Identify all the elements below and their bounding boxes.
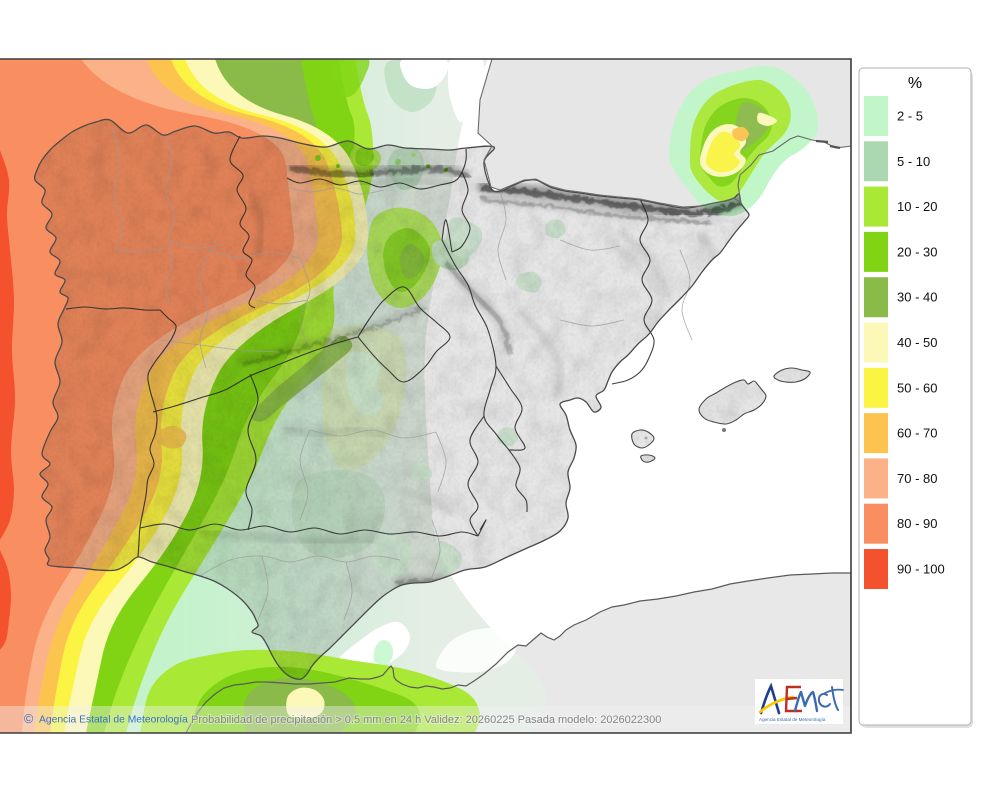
- svg-text:Probabilidad de precipitación: Probabilidad de precipitación > 0.5 mm e…: [191, 714, 661, 726]
- svg-text:30 - 40: 30 - 40: [897, 290, 937, 305]
- svg-text:Probabilidad de precipitación: Probabilidad de precipitación > 0.5 mm e…: [191, 714, 661, 726]
- svg-text:Agencia Estatal de Meteorologí: Agencia Estatal de Meteorología: [39, 715, 188, 726]
- svg-text:2 - 5: 2 - 5: [897, 109, 923, 124]
- svg-text:40 - 50: 40 - 50: [897, 335, 937, 350]
- svg-text:%: %: [908, 75, 922, 92]
- svg-text:80 - 90: 80 - 90: [897, 516, 937, 531]
- svg-text:10 - 20: 10 - 20: [897, 199, 937, 214]
- svg-text:50 - 60: 50 - 60: [897, 380, 937, 395]
- svg-text:70 - 80: 70 - 80: [897, 471, 937, 486]
- svg-text:©: ©: [24, 712, 34, 726]
- svg-text:60 - 70: 60 - 70: [897, 426, 937, 441]
- svg-text:90 - 100: 90 - 100: [897, 562, 945, 577]
- svg-text:20 - 30: 20 - 30: [897, 244, 937, 259]
- svg-text:5 - 10: 5 - 10: [897, 154, 930, 169]
- svg-text:Agencia Estatal de Meteorologí: Agencia Estatal de Meteorología: [759, 717, 826, 722]
